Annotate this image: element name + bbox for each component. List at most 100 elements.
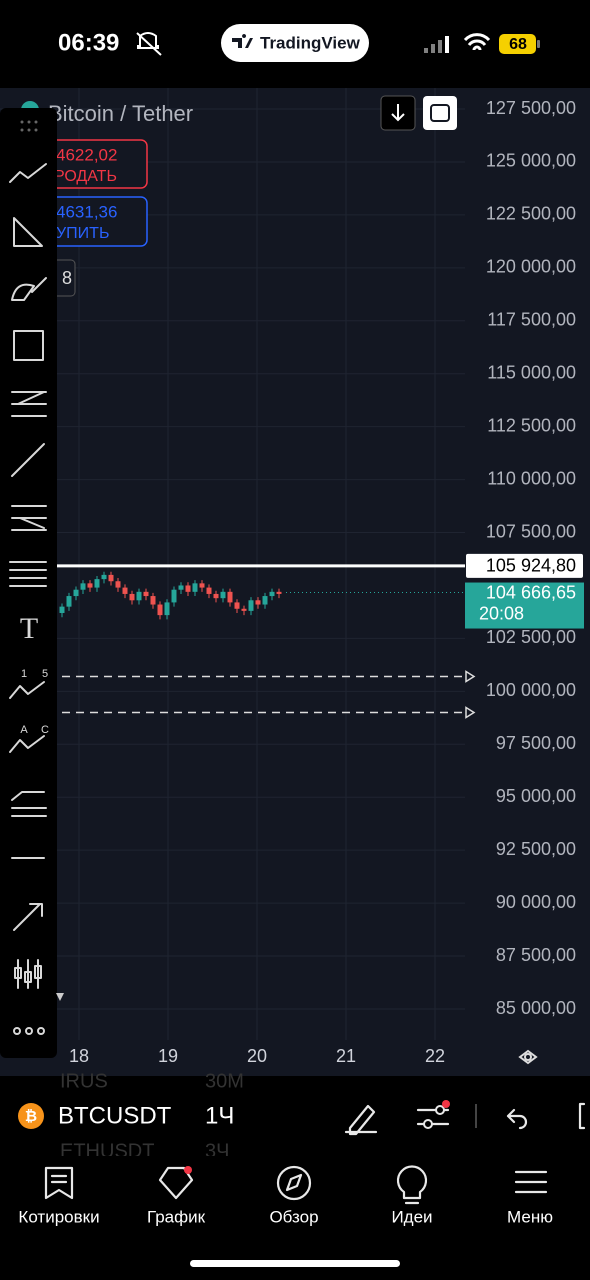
triangle-tool[interactable]	[13, 217, 43, 247]
undo-button[interactable]	[506, 1108, 528, 1130]
settings-icon-dot	[524, 1053, 532, 1061]
nav-label[interactable]: Котировки	[18, 1207, 99, 1226]
candle-body	[122, 587, 128, 594]
slider-knob	[435, 1105, 445, 1115]
line-tool[interactable]	[11, 443, 45, 477]
y-tick-label: 102 500,00	[486, 627, 576, 647]
nav-icon-ideas	[396, 1165, 428, 1205]
projection-tool[interactable]	[11, 791, 47, 817]
candle-body	[164, 602, 170, 616]
sell-price: 4622,02	[56, 145, 117, 164]
abcd-label: A	[20, 724, 28, 736]
arrow-tool[interactable]	[13, 903, 43, 931]
candle-body	[269, 591, 275, 597]
nav-labels: Котировки График Обзор Идеи Меню	[18, 1207, 553, 1226]
settings-icon[interactable]	[518, 1049, 538, 1065]
candle-body	[199, 583, 205, 588]
battery	[499, 34, 536, 54]
candle-body	[220, 591, 226, 599]
y-tick-label: 92 500,00	[496, 839, 576, 859]
layout-button[interactable]	[423, 96, 457, 130]
candle-body	[59, 606, 65, 613]
text-tool[interactable]: T	[20, 612, 38, 645]
nav-icon-explore-needle	[285, 1173, 303, 1192]
drawing-button[interactable]	[344, 1104, 378, 1136]
candle-body	[241, 608, 247, 611]
chart-title: Bitcoin / Tether	[48, 101, 193, 126]
candle-body	[94, 579, 100, 588]
candle-body	[262, 596, 268, 605]
mute-icon	[136, 32, 162, 56]
y-tick-label: 112 500,00	[487, 415, 576, 435]
interval[interactable]: 1Ч	[205, 1102, 234, 1129]
brush-tool[interactable]	[11, 277, 47, 301]
arrow-down-icon	[391, 104, 405, 122]
y-tick-label: 117 500,00	[487, 310, 576, 330]
abcd-label: C	[41, 724, 49, 736]
candle-body	[248, 600, 254, 611]
symbol[interactable]: BTCUSDT	[58, 1102, 172, 1129]
y-tick-label: 110 000,00	[487, 468, 576, 488]
btc-glyph: ₿	[25, 1108, 37, 1125]
quantity: 8	[62, 268, 72, 288]
ghost-interval: 30M	[205, 1070, 244, 1092]
candle-body	[143, 591, 149, 597]
elliott-label: 5	[42, 668, 48, 680]
btc-logo	[18, 1103, 44, 1129]
horizontal-line-label-box	[466, 553, 583, 578]
candle-body	[192, 583, 198, 592]
rectangle-tool[interactable]	[13, 330, 44, 361]
candle-body	[185, 585, 191, 592]
candle-body	[73, 589, 79, 597]
battery-tip	[537, 40, 540, 48]
layout-icon	[430, 104, 450, 122]
ghost-symbol: IRUS	[60, 1070, 108, 1092]
pitchfork-tool[interactable]	[9, 561, 47, 587]
candle-body	[171, 589, 177, 603]
battery-level: 68	[509, 36, 527, 53]
nav-label[interactable]: График	[147, 1207, 206, 1226]
elliott-tool[interactable]	[9, 681, 45, 699]
candle-body	[136, 591, 142, 601]
y-tick-label: 85 000,00	[496, 998, 576, 1018]
y-tick-label: 122 500,00	[486, 204, 576, 224]
abcd-tool[interactable]	[9, 735, 45, 753]
nav-icon-menu	[514, 1170, 548, 1194]
candle-body	[255, 600, 261, 605]
fib-tool[interactable]	[11, 391, 47, 417]
candles-tool[interactable]	[14, 959, 42, 989]
nav-label[interactable]: Обзор	[269, 1207, 318, 1226]
nav-icon-explore	[276, 1165, 312, 1201]
nav-label[interactable]: Меню	[507, 1207, 553, 1226]
y-tick-label: 107 500,00	[486, 521, 576, 541]
x-tick-label: 19	[158, 1046, 178, 1066]
candle-body	[108, 574, 114, 582]
wifi-icon	[463, 33, 491, 51]
candle-body	[213, 593, 219, 599]
y-tick-label: 87 500,00	[496, 945, 576, 965]
buy-label: УПИТЬ	[56, 225, 109, 242]
x-tick-label: 21	[336, 1046, 356, 1066]
alert-marker	[465, 670, 476, 683]
candle-body	[234, 602, 240, 609]
x-tick-label: 18	[69, 1046, 89, 1066]
tv-logo	[232, 34, 253, 48]
candle-body	[276, 591, 282, 594]
horizontal-line-label: 105 924,80	[486, 556, 576, 576]
more-tools[interactable]	[13, 1027, 45, 1035]
trend-tool[interactable]	[9, 163, 47, 183]
fullscreen-button[interactable]	[578, 1102, 586, 1130]
candle-body	[101, 574, 107, 580]
countdown: 20:08	[479, 603, 524, 623]
signal-icon	[424, 36, 449, 53]
fib-fan-tool[interactable]	[11, 505, 47, 531]
clock: 06:39	[58, 29, 119, 56]
y-tick-label: 115 000,00	[487, 362, 576, 382]
notification-dot	[442, 1100, 450, 1108]
nav-label[interactable]: Идеи	[391, 1207, 432, 1226]
last-price-box	[465, 582, 584, 629]
collapse-arrow[interactable]	[56, 993, 64, 1001]
y-tick-label: 125 000,00	[486, 151, 576, 171]
candle-body	[87, 583, 93, 588]
